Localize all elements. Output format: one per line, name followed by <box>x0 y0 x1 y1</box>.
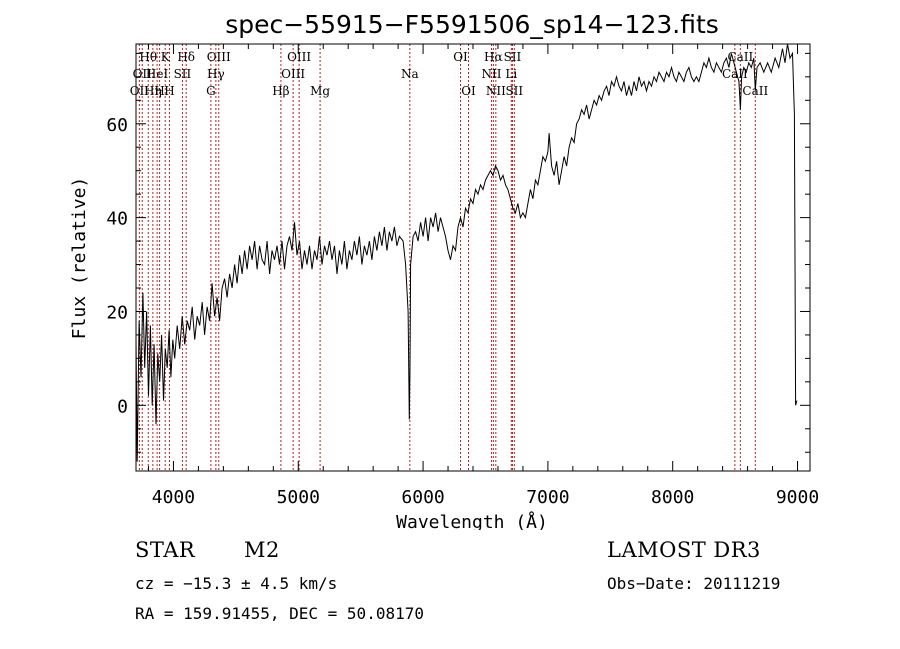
y-tick-label: 20 <box>106 302 128 323</box>
line-label: OIII <box>207 50 231 64</box>
line-label: Hα <box>484 50 503 64</box>
line-label: SII <box>174 67 192 81</box>
y-tick-label: 40 <box>106 209 128 230</box>
line-label: NII <box>486 84 506 98</box>
line-label: OIII <box>281 67 305 81</box>
subclass: M2 <box>244 538 280 562</box>
line-label: Hβ <box>272 84 289 98</box>
line-label: CaII <box>742 84 768 98</box>
line-label: CaII <box>727 50 753 64</box>
plot-frame <box>135 43 811 472</box>
spectrum-chart: spec−55915−F5591506_sp14−123.fits 4000 50… <box>69 10 819 530</box>
spectral-line-labels: OIIOIIHθHηHeIHKHSIIHδGHγOIIIHβOIIIOIIIMg… <box>130 50 769 98</box>
x-axis-label: Wavelength (Å) <box>396 511 548 530</box>
line-label: Hδ <box>177 50 195 64</box>
line-label: OI <box>453 50 468 64</box>
line-label: OIII <box>287 50 311 64</box>
line-label: Hη <box>144 84 162 98</box>
line-label: Na <box>401 67 419 81</box>
line-label: OII <box>133 67 153 81</box>
x-tick-label: 8000 <box>651 487 694 508</box>
line-label: G <box>206 84 216 98</box>
y-axis-label: Flux (relative) <box>69 177 90 340</box>
line-label: Hθ <box>139 50 157 64</box>
line-label: OII <box>130 84 150 98</box>
line-label: SII <box>504 50 522 64</box>
spectral-line-markers <box>138 44 756 471</box>
coordinates: RA = 159.91455, DEC = 50.08170 <box>135 604 424 623</box>
x-tick-label: 4000 <box>152 487 195 508</box>
line-label: Mg <box>310 84 330 98</box>
line-label: H <box>164 84 174 98</box>
line-label: Hγ <box>207 67 225 81</box>
observation-date: Obs−Date: 20111219 <box>607 574 781 593</box>
line-label: OI <box>461 84 476 98</box>
y-tick-label: 60 <box>106 115 128 136</box>
line-label: HeI <box>146 67 169 81</box>
y-tick-label: 0 <box>117 396 128 417</box>
line-label: NII <box>481 67 501 81</box>
x-tick-label: 6000 <box>401 487 444 508</box>
x-tick-label: 7000 <box>526 487 569 508</box>
object-type: STAR <box>135 538 196 562</box>
x-tick-label: 9000 <box>776 487 819 508</box>
line-label: K <box>161 50 171 64</box>
line-label: H <box>154 84 164 98</box>
line-label: Li <box>505 67 517 81</box>
chart-title: spec−55915−F5591506_sp14−123.fits <box>225 10 719 39</box>
redshift-velocity: cz = −15.3 ± 4.5 km/s <box>135 574 338 593</box>
survey-name: LAMOST DR3 <box>607 538 761 562</box>
x-tick-label: 5000 <box>277 487 320 508</box>
spectrum-line <box>135 43 798 462</box>
axis-ticks: 4000 5000 6000 7000 8000 9000 0 20 40 60 <box>106 44 819 508</box>
line-label: SII <box>505 84 523 98</box>
